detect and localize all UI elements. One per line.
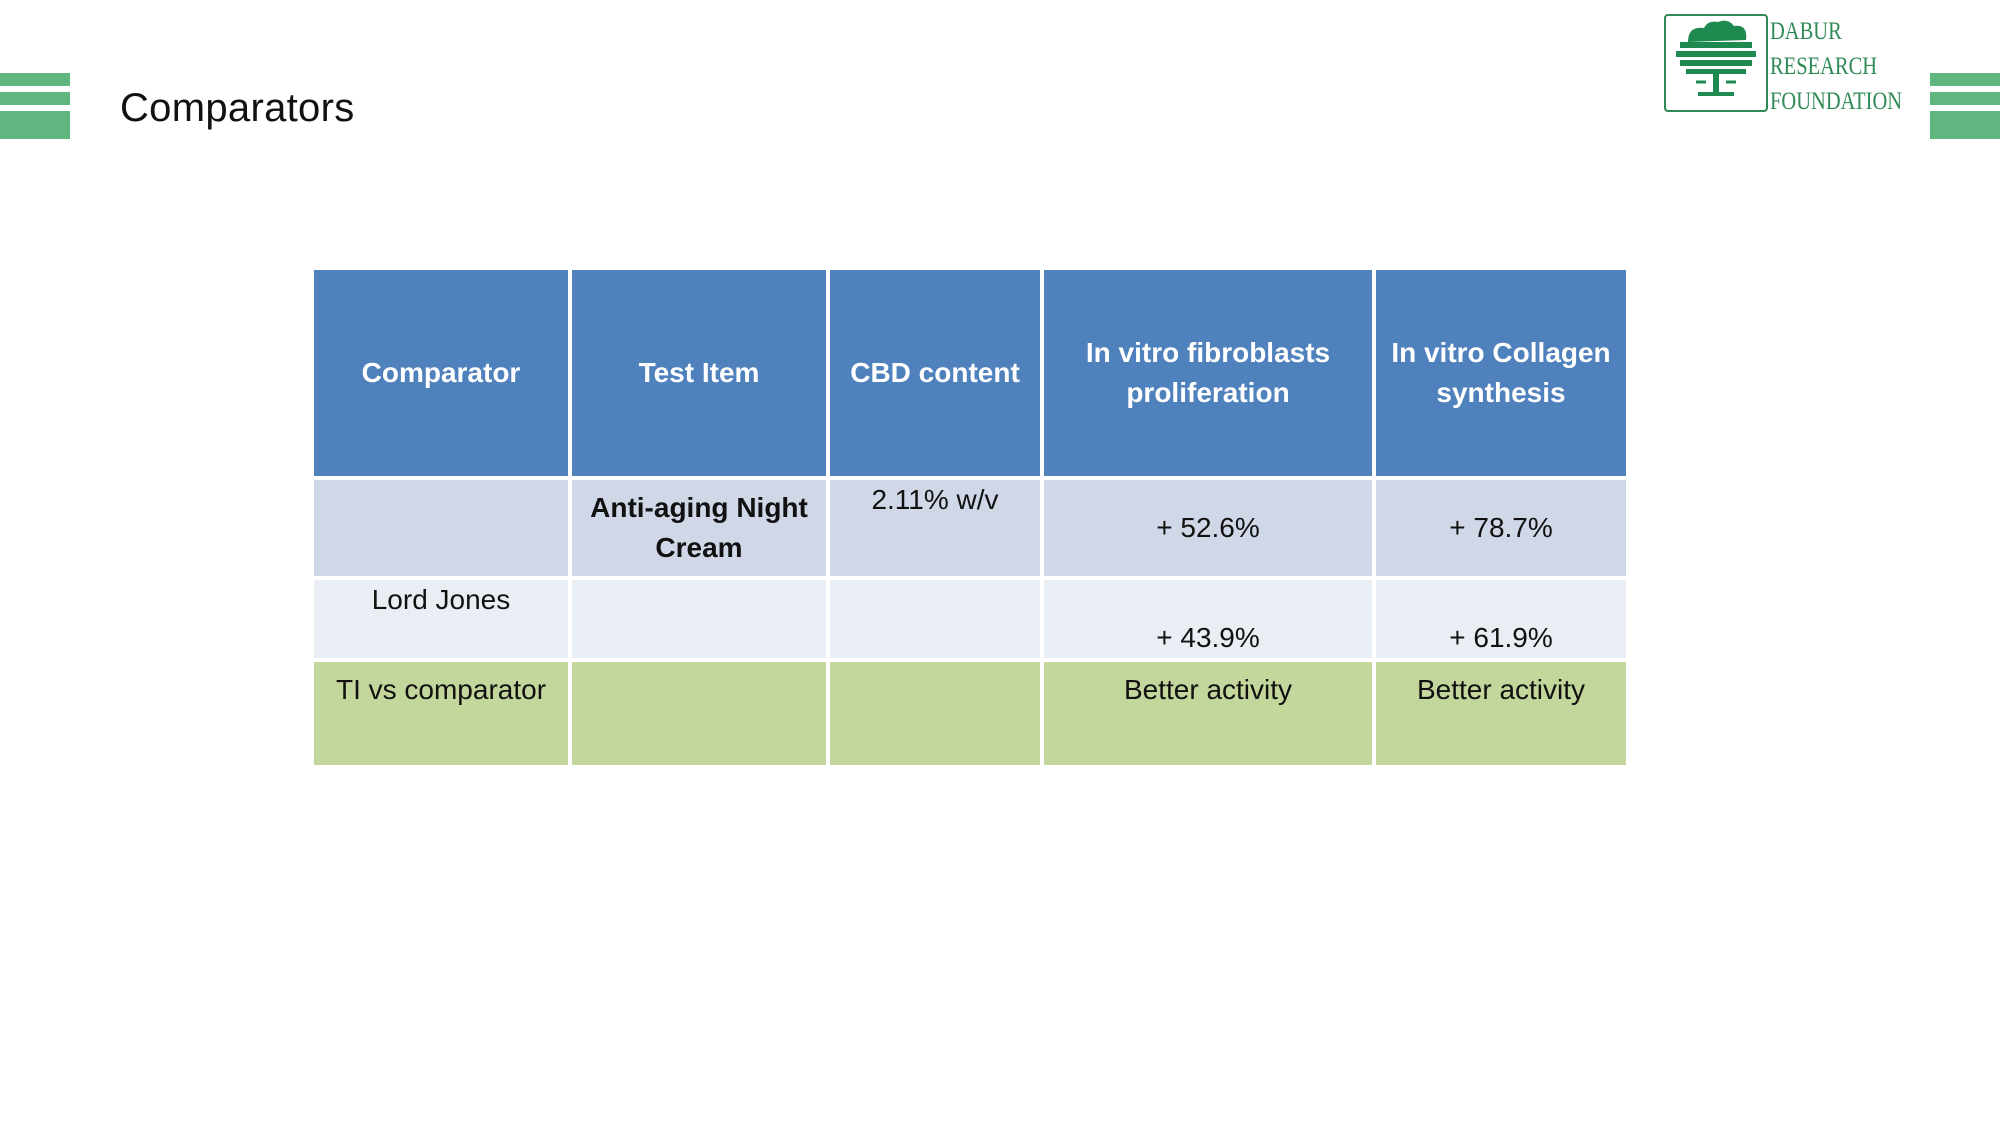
accent-bar xyxy=(0,73,70,86)
logo-line: DABUR xyxy=(1770,18,1842,45)
accent-bar xyxy=(0,92,70,105)
table-row: Lord Jones + 43.9% + 61.9% xyxy=(314,580,1626,658)
table-cell: TI vs comparator xyxy=(314,662,568,765)
tree-logo-icon xyxy=(1664,14,1768,112)
table-row: Anti-aging Night Cream 2.11% w/v + 52.6%… xyxy=(314,480,1626,576)
header-comparator: Comparator xyxy=(314,270,568,476)
table-cell xyxy=(572,580,826,658)
table-cell: + 61.9% xyxy=(1376,580,1626,658)
table-cell: + 43.9% xyxy=(1044,580,1372,658)
header-cbd-content: CBD content xyxy=(830,270,1040,476)
table-cell: + 52.6% xyxy=(1044,480,1372,576)
header-test-item: Test Item xyxy=(572,270,826,476)
logo-text: DABUR RESEARCH FOUNDATION xyxy=(1770,14,1902,119)
right-accent-bars xyxy=(1930,73,2000,139)
accent-bar xyxy=(1930,73,2000,86)
left-accent-bars xyxy=(0,73,70,139)
accent-bar xyxy=(0,111,70,139)
table-cell xyxy=(572,662,826,765)
slide-title: Comparators xyxy=(120,86,355,130)
accent-bar xyxy=(1930,92,2000,105)
table-header-row: Comparator Test Item CBD content In vitr… xyxy=(314,270,1626,476)
header-fibroblasts-proliferation: In vitro fibroblasts proliferation xyxy=(1044,270,1372,476)
logo-line: RESEARCH xyxy=(1770,53,1878,80)
table-cell: Lord Jones xyxy=(314,580,568,658)
table-cell: 2.11% w/v xyxy=(830,480,1040,576)
logo-line: FOUNDATION xyxy=(1770,88,1903,115)
comparators-table: Comparator Test Item CBD content In vitr… xyxy=(310,266,1630,769)
table-row: TI vs comparator Better activity Better … xyxy=(314,662,1626,765)
table-cell: Better activity xyxy=(1044,662,1372,765)
accent-bar xyxy=(1930,111,2000,139)
table-cell xyxy=(830,662,1040,765)
table-cell: Anti-aging Night Cream xyxy=(572,480,826,576)
dabur-research-foundation-logo: DABUR RESEARCH FOUNDATION xyxy=(1664,14,1919,115)
table-cell xyxy=(314,480,568,576)
table-cell: + 78.7% xyxy=(1376,480,1626,576)
header-collagen-synthesis: In vitro Collagen synthesis xyxy=(1376,270,1626,476)
table-cell: Better activity xyxy=(1376,662,1626,765)
table-cell xyxy=(830,580,1040,658)
